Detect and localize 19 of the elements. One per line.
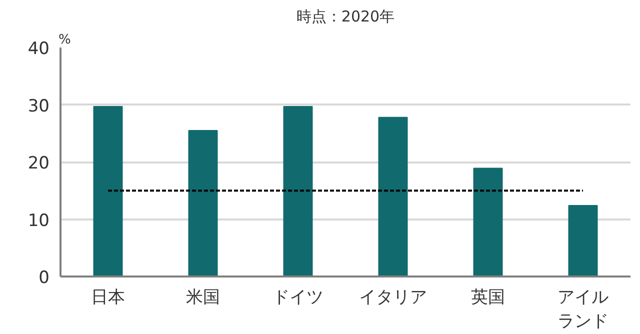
x-tick-label: イタリア xyxy=(359,288,427,308)
bar xyxy=(283,106,313,276)
y-tick-label: 10 xyxy=(28,210,50,231)
bar xyxy=(473,168,503,276)
y-tick-label: 40 xyxy=(28,39,50,59)
x-tick-label: 英国 xyxy=(471,288,505,308)
bar xyxy=(568,205,598,276)
x-tick-label: ドイツ xyxy=(272,288,324,308)
bar xyxy=(378,116,408,276)
y-tick-label: 0 xyxy=(38,268,50,288)
chart-title: 時点：2020年 xyxy=(296,8,395,26)
x-tick-label: アイルランド xyxy=(558,288,608,332)
y-axis-title: % xyxy=(58,32,71,48)
x-tick-label: 日本 xyxy=(91,288,125,308)
bar xyxy=(188,130,218,276)
y-tick-label: 30 xyxy=(28,96,50,116)
bar xyxy=(93,106,123,276)
y-tick-label: 20 xyxy=(28,154,50,174)
x-tick-label: 米国 xyxy=(186,288,220,308)
